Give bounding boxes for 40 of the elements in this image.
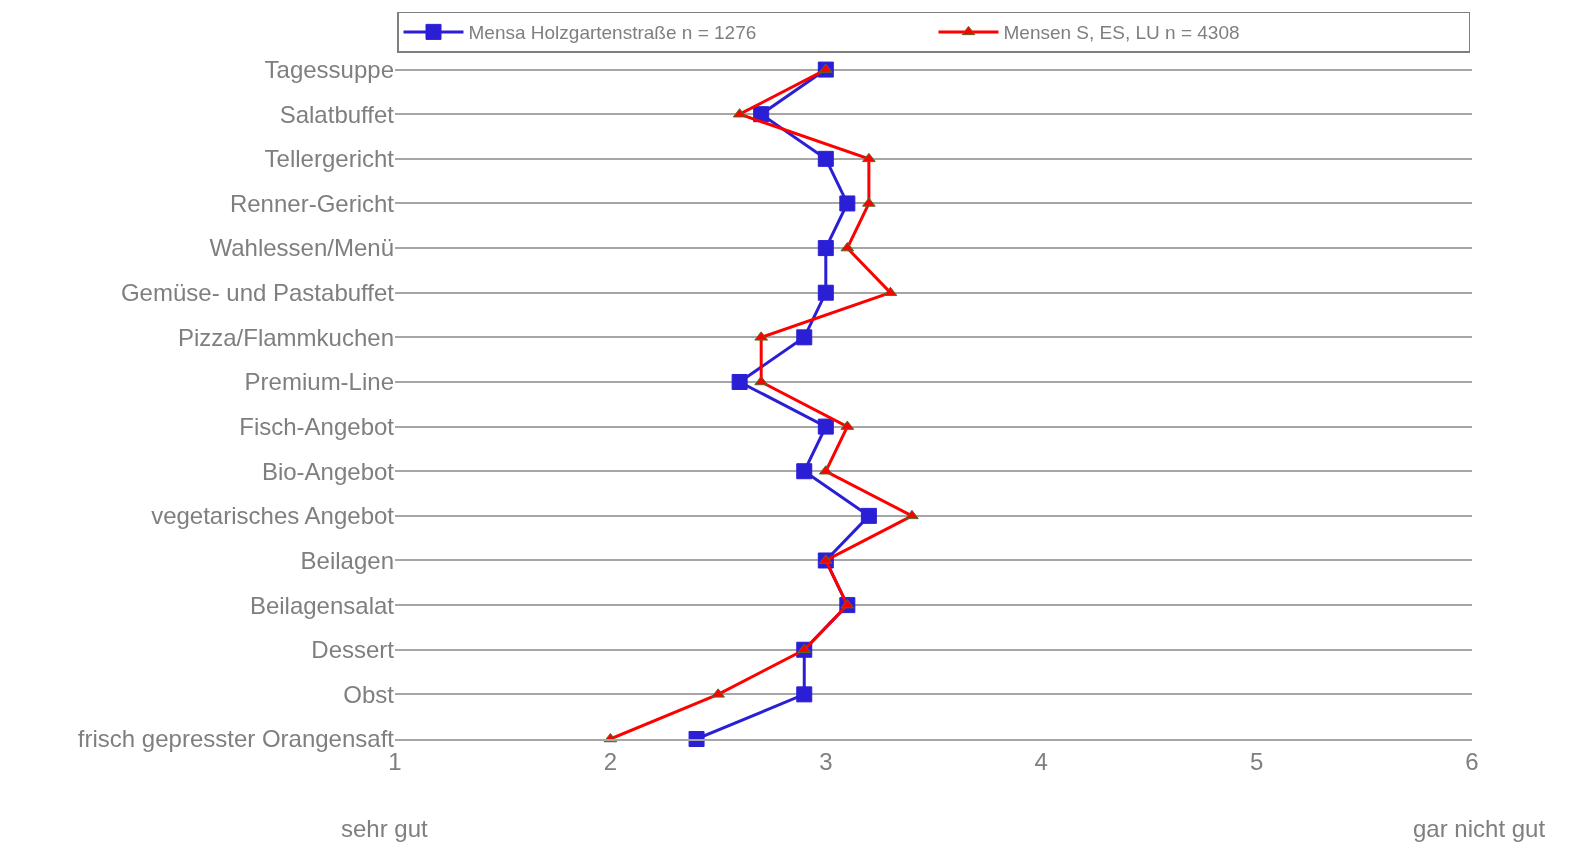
x-tick-label: 6 <box>1465 747 1479 775</box>
text: sehr gut <box>341 815 429 842</box>
point <box>817 284 834 301</box>
y-tick-label: Bio-Angebot <box>261 457 395 485</box>
point <box>860 507 877 524</box>
x-tick-label: 2 <box>603 747 618 775</box>
y-tick-label: Fisch-Angebot <box>239 413 395 440</box>
point <box>839 195 856 212</box>
point <box>711 688 725 698</box>
y-tick-label: Tagessuppe <box>264 55 394 83</box>
point <box>731 373 748 390</box>
y-tick-label: Dessert <box>311 636 395 664</box>
y-tick-label: Premium-Line <box>244 368 394 396</box>
text: gar nicht gut <box>1413 815 1546 842</box>
point <box>688 731 705 747</box>
y-tick-label: Renner-Gericht <box>229 189 395 217</box>
legend-label: Mensen S, ES, LU n = 4308 <box>1003 22 1240 44</box>
y-tick-label: Obst <box>343 680 395 708</box>
point <box>905 509 919 520</box>
y-tick-label: Wahlessen/Menü <box>209 234 394 262</box>
y-tick-label: vegetarisches Angebot <box>151 502 395 530</box>
legend-label: Mensa Holzgartenstraße n = 1276 <box>468 22 757 44</box>
y-tick-label: Salatbuffet <box>279 100 395 128</box>
point <box>796 686 813 703</box>
x-tick-label: 3 <box>819 747 833 775</box>
point <box>754 375 769 386</box>
y-tick-label: Beilagensalat <box>249 591 395 619</box>
y-tick-label: Tellergericht <box>264 145 395 173</box>
point <box>817 150 834 167</box>
point <box>796 463 813 480</box>
y-tick-label: Pizza/Flammkuchen <box>177 323 394 351</box>
point <box>862 197 876 207</box>
y-tick-label: Gemüse- und Pastabuffet <box>120 279 395 307</box>
point <box>817 240 834 257</box>
y-tick-label: Beilagen <box>300 546 394 574</box>
point <box>796 329 813 346</box>
x-tick-label: 5 <box>1249 747 1264 775</box>
point <box>817 418 834 435</box>
point <box>862 152 876 163</box>
x-tick-label: 4 <box>1034 747 1048 775</box>
